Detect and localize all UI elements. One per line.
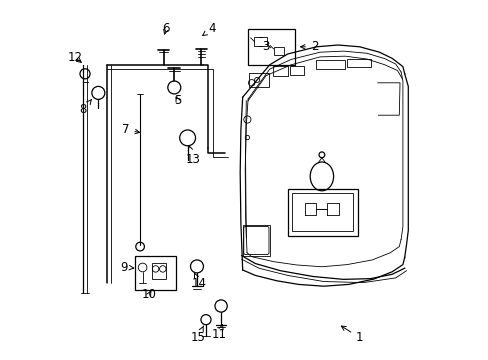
Bar — [287, 189, 357, 236]
Bar — [289, 66, 304, 75]
Text: 12: 12 — [68, 51, 82, 64]
Text: 15: 15 — [190, 326, 205, 344]
Text: 11: 11 — [211, 325, 226, 341]
Text: 8: 8 — [80, 99, 91, 116]
Text: 14: 14 — [192, 274, 206, 290]
Text: 6: 6 — [162, 22, 169, 35]
Bar — [247, 29, 294, 65]
Bar — [347, 59, 370, 67]
Bar — [254, 37, 266, 46]
Bar — [273, 47, 283, 55]
Text: 2: 2 — [300, 40, 318, 53]
Text: 3: 3 — [262, 40, 269, 53]
Text: 5: 5 — [174, 94, 181, 107]
Bar — [152, 263, 166, 279]
Bar — [273, 66, 287, 76]
Text: 13: 13 — [185, 146, 201, 166]
Text: 7: 7 — [122, 123, 139, 136]
Bar — [248, 73, 268, 87]
Text: 10: 10 — [142, 288, 156, 301]
Bar — [316, 60, 345, 69]
Bar — [243, 225, 270, 256]
Text: 9: 9 — [120, 261, 133, 274]
Text: 1: 1 — [341, 326, 363, 344]
Bar — [134, 256, 176, 290]
Bar — [291, 193, 352, 231]
Text: 4: 4 — [202, 22, 215, 36]
